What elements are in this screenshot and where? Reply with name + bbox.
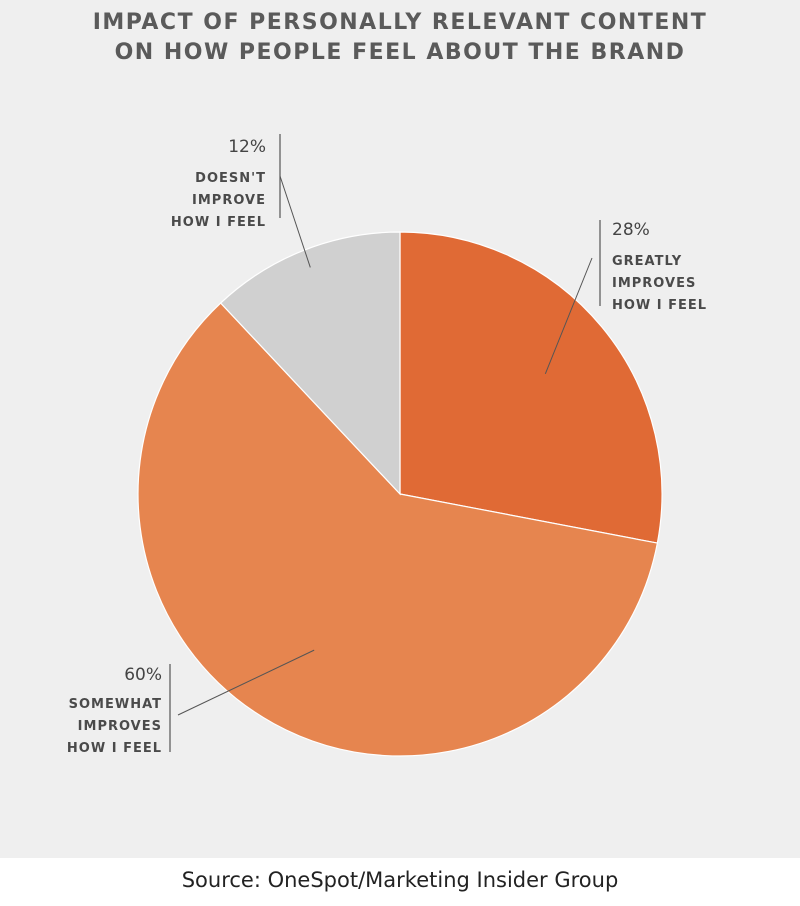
slice-category-label-2-line-2: IMPROVES: [78, 719, 162, 734]
slice-category-label-3-line-3: HOW I FEEL: [171, 215, 266, 230]
slice-category-label-3-line-2: IMPROVE: [192, 193, 266, 208]
slice-category-label-2-line-1: SOMEWHAT: [69, 697, 162, 712]
source-caption: Source: OneSpot/Marketing Insider Group: [181, 868, 619, 892]
pie-slice-2: [137, 302, 659, 757]
leader-line-2: [177, 649, 315, 716]
chart-title: IMPACT OF PERSONALLY RELEVANT CONTENT ON…: [0, 8, 800, 68]
slice-value-label-2: 60%: [124, 665, 162, 685]
slice-category-label-3-line-1: DOESN'T: [195, 171, 266, 186]
slice-value-label-3: 12%: [228, 137, 266, 157]
slice-category-label-1-line-2: IMPROVES: [612, 276, 696, 291]
leader-line-1: [544, 257, 593, 374]
leader-line-3: [279, 175, 311, 268]
pie-slice-3: [219, 231, 401, 496]
chart-title-line-1: IMPACT OF PERSONALLY RELEVANT CONTENT: [92, 10, 708, 35]
pie-slice-1: [399, 231, 663, 544]
chart-title-line-2: ON HOW PEOPLE FEEL ABOUT THE BRAND: [114, 40, 686, 65]
slice-category-label-1-line-1: GREATLY: [612, 254, 682, 269]
pie-chart: 28% GREATLY IMPROVES HOW I FEEL 60% SOMEWHAT I…: [67, 134, 707, 757]
slice-category-label-1-line-3: HOW I FEEL: [612, 298, 707, 313]
slice-value-label-1: 28%: [612, 220, 650, 240]
slice-category-label-2-line-3: HOW I FEEL: [67, 741, 162, 756]
